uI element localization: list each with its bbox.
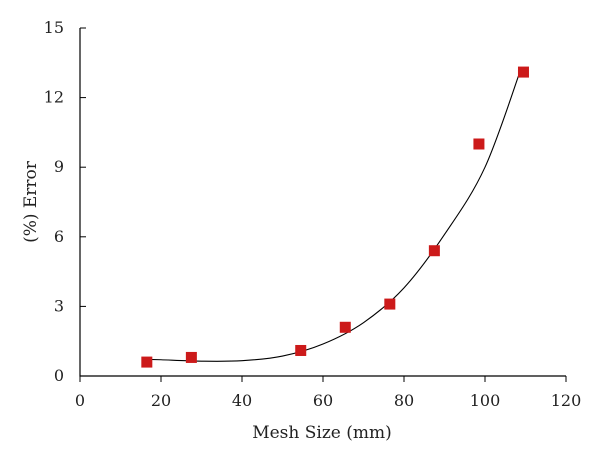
y-tick-label: 0 <box>54 366 64 385</box>
y-axis-title: (%) Error <box>21 160 41 243</box>
x-tick-label: 60 <box>313 391 333 410</box>
x-tick-label: 80 <box>394 391 414 410</box>
x-tick-label: 120 <box>551 391 582 410</box>
y-tick-label: 6 <box>54 227 64 246</box>
x-axis-title: Mesh Size (mm) <box>252 423 392 443</box>
data-point <box>473 138 485 150</box>
x-tick-label: 40 <box>232 391 252 410</box>
data-point <box>185 351 197 363</box>
data-point <box>384 298 396 310</box>
plot-area: 0 20 40 60 80 100 120 0 3 6 9 12 15 <box>44 18 582 410</box>
axes-frame <box>79 28 566 377</box>
y-tick-label: 12 <box>44 88 64 107</box>
x-tick-label: 0 <box>75 391 85 410</box>
y-tick-label: 3 <box>54 296 64 315</box>
data-point <box>428 245 440 257</box>
y-tick-label: 15 <box>44 18 64 37</box>
data-point <box>295 344 307 356</box>
data-point <box>517 66 529 78</box>
x-tick-label: 100 <box>470 391 501 410</box>
data-point <box>339 321 351 333</box>
trend-curve <box>144 67 522 362</box>
x-tick-label: 20 <box>151 391 171 410</box>
y-tick-label: 9 <box>54 157 64 176</box>
data-point <box>141 356 153 368</box>
